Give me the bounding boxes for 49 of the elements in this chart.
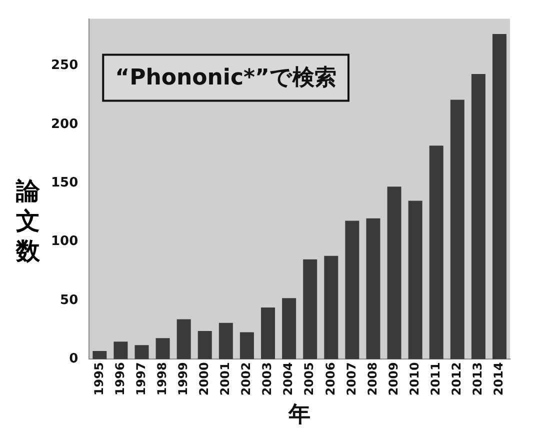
x-tick-label: 2006: [323, 362, 338, 396]
annotation: “Phononic*”で検索: [115, 66, 336, 91]
x-tick-label: 1996: [112, 362, 127, 396]
bar: [492, 34, 506, 360]
x-tick-label: 2002: [239, 362, 254, 396]
x-tick-label: 1998: [154, 362, 169, 396]
x-axis-title: 年: [288, 402, 311, 428]
y-tick-label: 150: [50, 176, 78, 191]
y-tick-label: 50: [60, 292, 78, 308]
y-tick-label: 200: [50, 116, 78, 132]
bar: [408, 200, 422, 360]
x-tick-label: 2005: [302, 362, 316, 396]
x-tick-label: 1999: [176, 362, 190, 396]
x-tick-label: 2001: [218, 362, 232, 396]
y-tick-label: 250: [50, 58, 78, 74]
x-tick-label: 2007: [344, 362, 358, 396]
bar: [471, 74, 486, 360]
bar: [282, 298, 296, 360]
bar: [261, 308, 275, 360]
bar: [387, 186, 402, 360]
x-tick-label: 2013: [470, 362, 485, 396]
bar: [429, 146, 444, 360]
bar: [366, 218, 380, 360]
bar: [345, 220, 360, 360]
x-tick-label: 2000: [197, 362, 211, 396]
bar: [324, 256, 338, 360]
x-tick-label: 2004: [281, 362, 296, 396]
x-tick-label: 1997: [134, 362, 148, 396]
x-tick-label: 2012: [450, 362, 464, 396]
bar: [450, 100, 464, 360]
x-tick-label: 2008: [365, 362, 380, 396]
x-tick-label: 2010: [407, 362, 422, 396]
x-tick-label: 2003: [260, 362, 274, 396]
x-tick-label: 2014: [492, 362, 506, 396]
bar: [198, 331, 212, 360]
bar: [240, 332, 254, 360]
bar: [134, 345, 149, 360]
bar: [156, 338, 170, 360]
bar: [176, 319, 191, 360]
bar: [114, 342, 128, 360]
y-tick-label: 0: [69, 352, 78, 367]
x-tick-label: 1995: [92, 362, 106, 396]
bar: [218, 322, 233, 360]
y-tick-label: 100: [50, 234, 78, 250]
x-tick-label: 2009: [386, 362, 400, 396]
y-axis-title: 論文数: [14, 176, 41, 266]
bar: [92, 350, 107, 360]
x-tick-label: 2011: [428, 362, 442, 396]
bar: [303, 259, 318, 360]
